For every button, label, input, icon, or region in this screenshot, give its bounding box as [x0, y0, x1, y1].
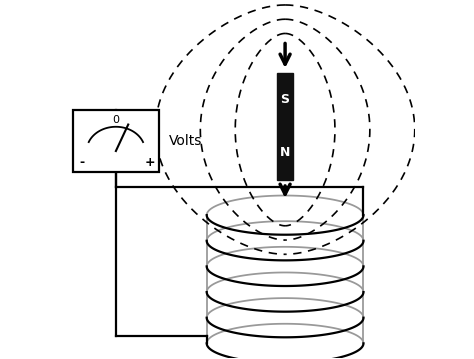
- Text: 0: 0: [112, 115, 119, 125]
- Text: N: N: [280, 146, 290, 159]
- Text: Volts: Volts: [169, 134, 203, 148]
- Bar: [277, 73, 293, 180]
- Bar: [73, 110, 159, 172]
- Text: -: -: [80, 156, 84, 169]
- Text: +: +: [145, 156, 155, 169]
- Text: S: S: [281, 93, 290, 106]
